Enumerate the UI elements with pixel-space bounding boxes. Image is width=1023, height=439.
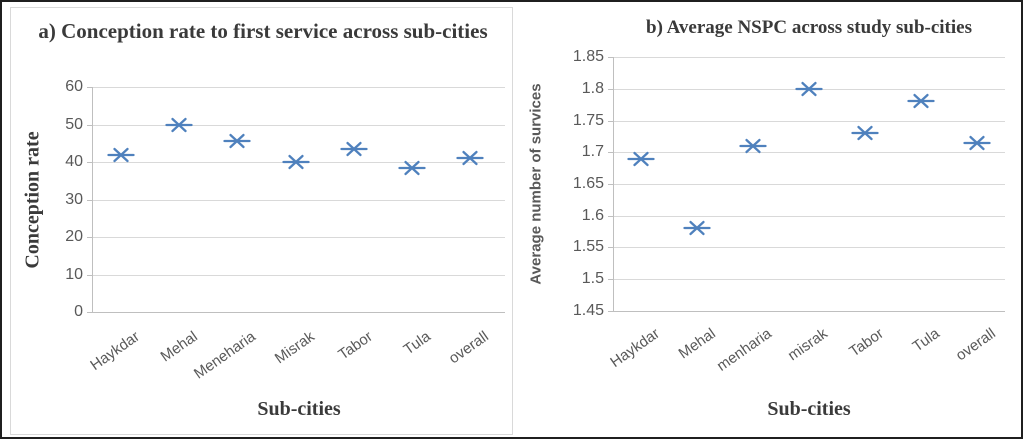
data-point-marker bbox=[739, 138, 767, 154]
y-tick-label: 1.55 bbox=[572, 238, 604, 255]
data-point-marker bbox=[963, 135, 991, 151]
y-tick-mark bbox=[608, 247, 613, 248]
y-tick-mark bbox=[608, 216, 613, 217]
gridline bbox=[92, 200, 505, 201]
data-point-marker bbox=[398, 160, 426, 176]
y-tick-label: 0 bbox=[74, 303, 83, 320]
gridline bbox=[613, 152, 1005, 153]
y-tick-mark bbox=[608, 311, 613, 312]
x-category-label: Mehal bbox=[675, 325, 719, 363]
y-tick-label: 1.8 bbox=[581, 80, 604, 97]
y-tick-label: 50 bbox=[65, 116, 83, 133]
y-tick-label: 1.45 bbox=[572, 302, 604, 319]
x-category-label: misrak bbox=[784, 325, 831, 365]
y-tick-mark bbox=[608, 184, 613, 185]
y-tick-mark bbox=[608, 279, 613, 280]
y-tick-label: 1.6 bbox=[581, 207, 604, 224]
y-tick-mark bbox=[608, 152, 613, 153]
y-tick-mark bbox=[87, 312, 92, 313]
x-axis-line bbox=[613, 311, 1005, 312]
y-tick-mark bbox=[87, 162, 92, 163]
x-category-label: overall bbox=[952, 325, 999, 365]
x-category-label: Tabor bbox=[846, 325, 887, 361]
gridline bbox=[613, 57, 1005, 58]
y-tick-mark bbox=[87, 87, 92, 88]
data-point-marker bbox=[107, 147, 135, 163]
data-point-marker bbox=[907, 93, 935, 109]
gridline bbox=[613, 121, 1005, 122]
left-chart-panel-border bbox=[10, 7, 513, 435]
gridline bbox=[92, 125, 505, 126]
y-tick-mark bbox=[87, 200, 92, 201]
chart-b-y-axis-title: Average number of survices bbox=[527, 83, 545, 285]
y-tick-mark bbox=[608, 121, 613, 122]
y-axis-line bbox=[92, 87, 93, 312]
x-category-label: Tula bbox=[909, 325, 943, 356]
gridline bbox=[92, 275, 505, 276]
y-tick-label: 1.7 bbox=[581, 143, 604, 160]
y-tick-label: 40 bbox=[65, 153, 83, 170]
x-axis-line bbox=[92, 312, 505, 313]
gridline bbox=[613, 184, 1005, 185]
data-point-marker bbox=[281, 154, 310, 170]
y-tick-mark bbox=[608, 57, 613, 58]
y-tick-label: 1.5 bbox=[581, 270, 604, 287]
y-tick-mark bbox=[87, 275, 92, 276]
chart-a-title: a) Conception rate to first service acro… bbox=[38, 19, 488, 43]
chart-a-x-axis-title: Sub-cities bbox=[257, 398, 341, 420]
chart-a-y-axis-title: Conception rate bbox=[21, 131, 44, 269]
y-tick-label: 1.65 bbox=[572, 175, 604, 192]
gridline bbox=[92, 87, 505, 88]
data-point-marker bbox=[456, 150, 484, 166]
data-point-marker bbox=[851, 125, 879, 141]
gridline bbox=[613, 247, 1005, 248]
chart-b-x-axis-title: Sub-cities bbox=[767, 398, 851, 420]
data-point-marker bbox=[627, 151, 655, 167]
gridline bbox=[92, 237, 505, 238]
chart-b-title: b) Average NSPC across study sub-cities bbox=[646, 17, 972, 38]
gridline bbox=[613, 279, 1005, 280]
y-tick-label: 10 bbox=[65, 266, 83, 283]
y-tick-mark bbox=[608, 89, 613, 90]
data-point-marker bbox=[165, 117, 193, 133]
y-tick-label: 60 bbox=[65, 78, 83, 95]
y-tick-label: 20 bbox=[65, 228, 83, 245]
y-tick-label: 1.85 bbox=[572, 48, 604, 65]
y-axis-line bbox=[613, 57, 614, 311]
x-category-label: Haykdar bbox=[607, 325, 663, 371]
data-point-marker bbox=[795, 81, 823, 97]
y-tick-label: 30 bbox=[65, 191, 83, 208]
data-point-marker bbox=[339, 141, 368, 157]
data-point-marker bbox=[683, 220, 711, 236]
y-tick-label: 1.75 bbox=[572, 112, 604, 129]
data-point-marker bbox=[223, 133, 251, 149]
y-tick-mark bbox=[87, 125, 92, 126]
gridline bbox=[613, 216, 1005, 217]
y-tick-mark bbox=[87, 237, 92, 238]
x-category-label: menharia bbox=[713, 325, 775, 375]
